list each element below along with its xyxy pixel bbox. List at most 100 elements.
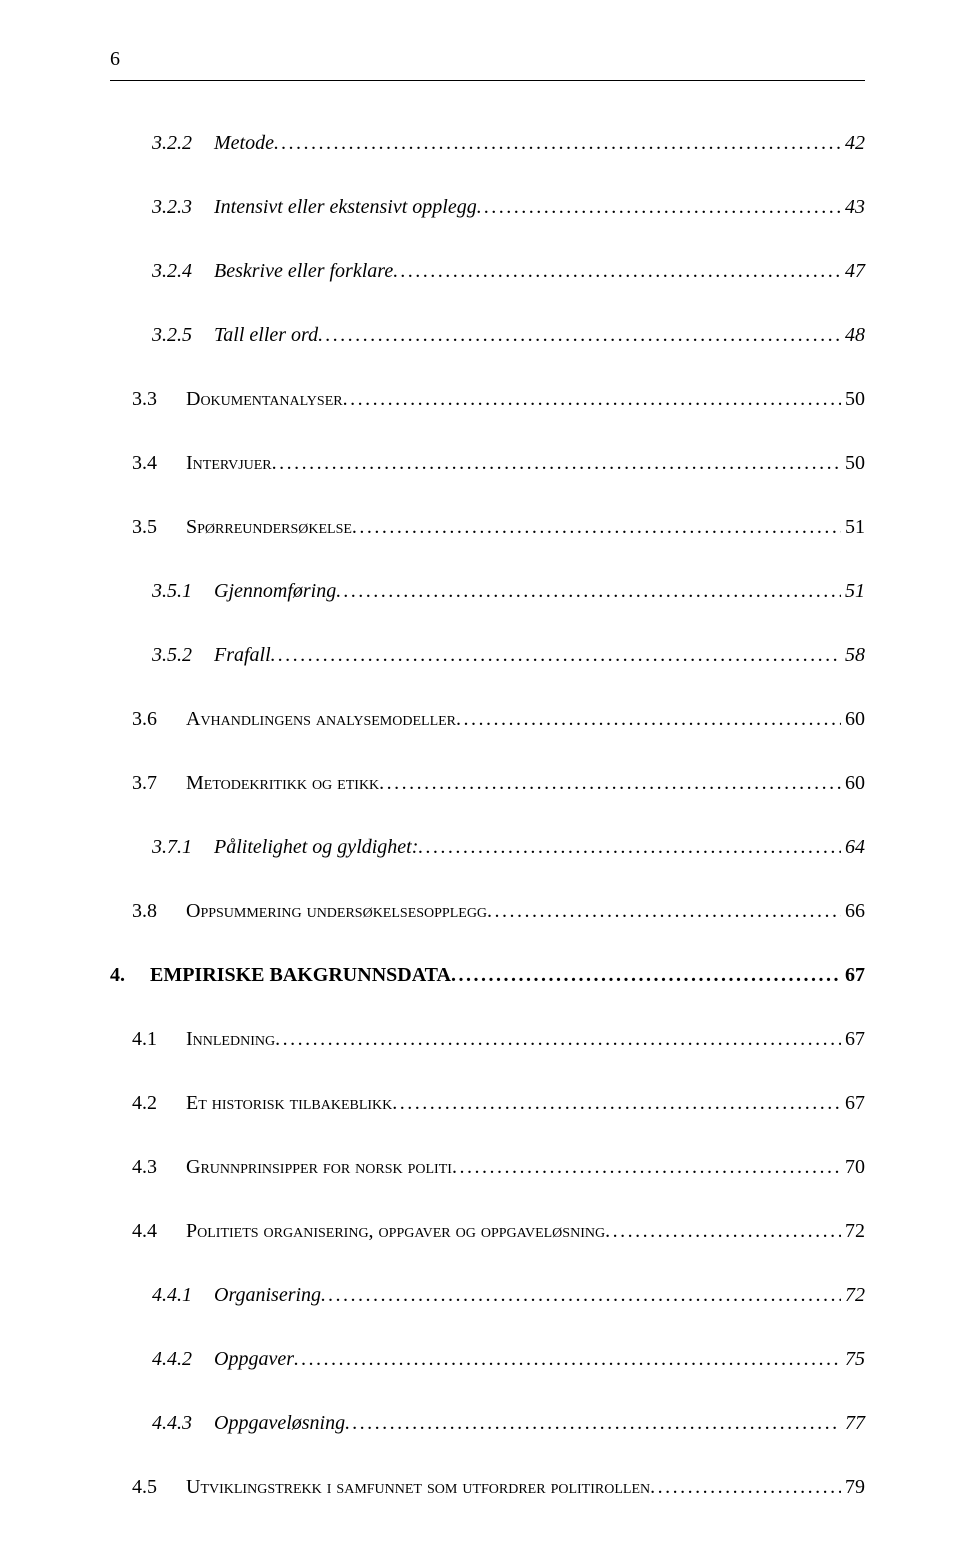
toc-entry-number: 4.2	[132, 1092, 186, 1115]
toc-entry-number: 3.6	[132, 708, 186, 731]
toc-entry: 3.8Oppsummering undersøkelsesopplegg66	[132, 900, 865, 923]
toc-entry-number: 3.7	[132, 772, 186, 795]
toc-entry-page: 51	[841, 580, 865, 603]
toc-entry-number: 3.4	[132, 452, 186, 475]
toc-entry-title: Et historisk tilbakeblikk	[186, 1092, 392, 1114]
toc-entry-page: 58	[841, 644, 865, 667]
toc-entry-title: Organisering	[214, 1284, 321, 1306]
toc-leader-dots	[477, 196, 841, 219]
toc-entry-title: EMPIRISKE BAKGRUNNSDATA	[150, 964, 451, 986]
toc-entry-label: 4.5Utviklingstrekk i samfunnet som utfor…	[132, 1476, 650, 1499]
toc-entry-page: 48	[841, 324, 865, 347]
toc-entry-page: 70	[841, 1156, 865, 1179]
toc-leader-dots	[393, 260, 841, 283]
toc-leader-dots	[294, 1348, 841, 1371]
toc-leader-dots	[318, 324, 841, 347]
toc-entry-label: 4.EMPIRISKE BAKGRUNNSDATA	[110, 964, 451, 987]
toc-entry-label: 3.7Metodekritikk og etikk	[132, 772, 379, 795]
toc-entry-number: 3.5.1	[152, 580, 214, 603]
toc-entry-number: 3.2.3	[152, 196, 214, 219]
toc-leader-dots	[451, 964, 841, 987]
toc-entry: 3.6Avhandlingens analysemodeller 60	[132, 708, 865, 731]
toc-entry-number: 3.8	[132, 900, 186, 923]
toc-entry-page: 67	[841, 1028, 865, 1051]
toc-leader-dots	[352, 516, 841, 539]
toc-entry-page: 64	[841, 836, 865, 859]
toc-entry-title: Utviklingstrekk i samfunnet som utfordre…	[186, 1476, 650, 1498]
toc-entry: 3.5.2Frafall 58	[152, 644, 865, 667]
toc-leader-dots	[336, 580, 841, 603]
toc-entry-page: 67	[841, 964, 865, 987]
toc-leader-dots	[487, 900, 841, 923]
toc-entry-label: 4.4.3Oppgaveløsning	[152, 1412, 345, 1435]
toc-entry-number: 4.4.3	[152, 1412, 214, 1435]
toc-entry-title: Metodekritikk og etikk	[186, 772, 379, 794]
toc-entry-label: 3.7.1Pålitelighet og gyldighet:	[152, 836, 418, 859]
toc-entry: 4.2Et historisk tilbakeblikk67	[132, 1092, 865, 1115]
page: 6 3.2.2Metode423.2.3Intensivt eller ekst…	[0, 0, 960, 1555]
toc-entry-page: 72	[841, 1284, 865, 1307]
toc-entry-page: 51	[841, 516, 865, 539]
toc-entry: 3.3Dokumentanalyser50	[132, 388, 865, 411]
toc-entry-page: 75	[841, 1348, 865, 1371]
toc-entry: 3.2.5Tall eller ord 48	[152, 324, 865, 347]
toc-entry: 4.5Utviklingstrekk i samfunnet som utfor…	[132, 1476, 865, 1499]
toc-entry-number: 3.3	[132, 388, 186, 411]
horizontal-rule	[110, 80, 865, 81]
toc-entry-label: 4.4.2Oppgaver	[152, 1348, 294, 1371]
toc-entry-label: 3.5Spørreundersøkelse	[132, 516, 352, 539]
toc-entry-label: 3.2.4Beskrive eller forklare	[152, 260, 393, 283]
toc-entry-title: Metode	[214, 132, 274, 154]
toc-entry: 4.4.1Organisering 72	[152, 1284, 865, 1307]
toc-entry-page: 60	[841, 772, 865, 795]
toc-entry-label: 4.1Innledning	[132, 1028, 275, 1051]
toc-entry-title: Oppgaveløsning	[214, 1412, 345, 1434]
toc-entry-page: 60	[841, 708, 865, 731]
toc-entry-label: 3.5.2Frafall	[152, 644, 271, 667]
toc-leader-dots	[345, 1412, 841, 1435]
toc-leader-dots	[418, 836, 841, 859]
toc-entry-number: 3.5	[132, 516, 186, 539]
toc-leader-dots	[650, 1476, 841, 1499]
toc-entry-page: 77	[841, 1412, 865, 1435]
toc-entry: 4.4.2Oppgaver 75	[152, 1348, 865, 1371]
toc-entry-page: 42	[841, 132, 865, 155]
toc-entry: 3.4Intervjuer 50	[132, 452, 865, 475]
toc-entry-title: Avhandlingens analysemodeller	[186, 708, 456, 730]
toc-entry-label: 4.4.1Organisering	[152, 1284, 321, 1307]
toc-entry: 4.4Politiets organisering, oppgaver og o…	[132, 1220, 865, 1243]
toc-entry-number: 4.	[110, 964, 150, 987]
toc-entry: 3.2.2Metode 42	[152, 132, 865, 155]
toc-entry-page: 50	[841, 452, 865, 475]
toc-entry-label: 3.4Intervjuer	[132, 452, 272, 475]
toc-entry-number: 3.5.2	[152, 644, 214, 667]
toc-entry: 3.2.4Beskrive eller forklare47	[152, 260, 865, 283]
toc-entry-label: 4.4Politiets organisering, oppgaver og o…	[132, 1220, 605, 1243]
toc-leader-dots	[321, 1284, 841, 1307]
toc-entry: 3.7Metodekritikk og etikk 60	[132, 772, 865, 795]
toc-entry: 3.5Spørreundersøkelse 51	[132, 516, 865, 539]
toc-entry-title: Pålitelighet og gyldighet:	[214, 836, 418, 858]
toc-entry-title: Intervjuer	[186, 452, 272, 474]
toc-entry-number: 4.5	[132, 1476, 186, 1499]
toc-entry-label: 3.8Oppsummering undersøkelsesopplegg	[132, 900, 487, 923]
toc-entry: 4.1Innledning 67	[132, 1028, 865, 1051]
toc-entry: 4.EMPIRISKE BAKGRUNNSDATA 67	[110, 964, 865, 987]
toc-entry-title: Gjennomføring	[214, 580, 336, 602]
toc-entry-number: 3.7.1	[152, 836, 214, 859]
toc-entry-title: Intensivt eller ekstensivt opplegg	[214, 196, 477, 218]
toc-entry-page: 43	[841, 196, 865, 219]
toc-entry-number: 3.2.5	[152, 324, 214, 347]
toc-entry-label: 3.6Avhandlingens analysemodeller	[132, 708, 456, 731]
toc-leader-dots	[274, 132, 841, 155]
toc-entry-label: 3.3Dokumentanalyser	[132, 388, 343, 411]
toc-entry-page: 79	[841, 1476, 865, 1499]
toc-entry-label: 4.3Grunnprinsipper for norsk politi	[132, 1156, 452, 1179]
toc-entry-title: Dokumentanalyser	[186, 388, 343, 410]
toc-entry-title: Tall eller ord	[214, 324, 318, 346]
toc-entry-title: Oppsummering undersøkelsesopplegg	[186, 900, 487, 922]
table-of-contents: 3.2.2Metode 42 3.2.3Intensivt eller eksten…	[110, 132, 865, 1540]
toc-entry-number: 4.4.2	[152, 1348, 214, 1371]
toc-leader-dots	[392, 1092, 841, 1115]
toc-entry-label: 3.2.2Metode	[152, 132, 274, 155]
